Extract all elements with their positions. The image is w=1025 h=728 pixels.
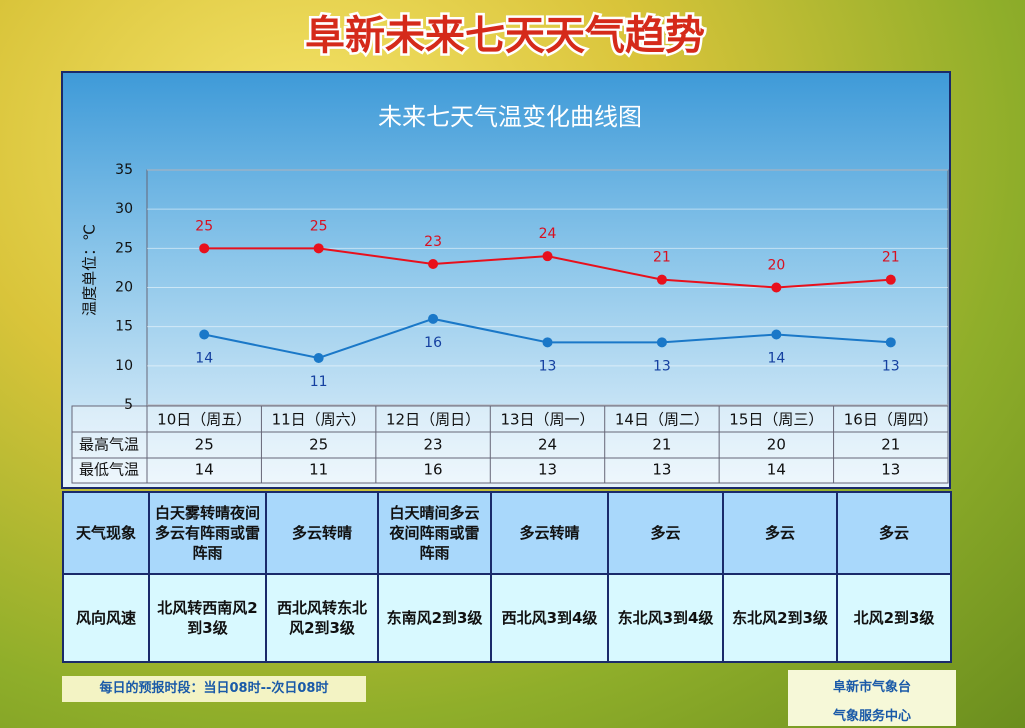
table-row: 天气现象 白天雾转晴夜间多云有阵雨或雷阵雨 多云转晴 白天晴间多云夜间阵雨或雷阵雨 多云… <box>62 491 952 575</box>
row-header: 天气现象 <box>62 491 150 575</box>
point <box>199 329 210 340</box>
x-tick-label: 13日（周一） <box>500 411 594 429</box>
x-tick-label: 10日（周五） <box>157 411 251 429</box>
y-tick-label: 20 <box>115 280 133 296</box>
table-value: 14 <box>195 461 214 479</box>
table-cell: 多云转晴 <box>265 491 379 575</box>
point <box>542 251 553 262</box>
point <box>199 243 210 254</box>
chart-title: 未来七天气温变化曲线图 <box>378 103 642 131</box>
data-label: 21 <box>882 250 900 266</box>
y-tick-label: 10 <box>115 358 133 374</box>
table-value: 21 <box>652 436 671 454</box>
table-cell: 多云 <box>722 491 838 575</box>
table-value: 20 <box>767 436 786 454</box>
org-name: 阜新市气象台 <box>832 680 911 695</box>
x-tick-label: 14日（周二） <box>615 411 709 429</box>
data-label: 25 <box>310 218 328 234</box>
table-cell: 北风2到3级 <box>836 573 952 663</box>
legend-label: 最高气温 <box>79 436 139 454</box>
y-axis-label: 温度单位：℃ <box>81 224 99 316</box>
x-tick-label: 15日（周三） <box>729 411 823 429</box>
table-value: 25 <box>195 436 214 454</box>
table-cell: 多云 <box>607 491 724 575</box>
data-label: 11 <box>310 374 328 390</box>
point <box>542 337 553 348</box>
data-label: 14 <box>195 351 213 367</box>
table-cell: 西北风转东北风2到3级 <box>265 573 379 663</box>
point <box>771 329 782 340</box>
point <box>428 259 439 269</box>
table-value: 24 <box>538 436 557 454</box>
y-tick-label: 30 <box>115 201 133 217</box>
point <box>656 274 667 285</box>
weather-table: 天气现象 白天雾转晴夜间多云有阵雨或雷阵雨 多云转晴 白天晴间多云夜间阵雨或雷阵雨 多云… <box>62 491 952 663</box>
legend-label: 最低气温 <box>79 461 139 479</box>
point <box>428 313 439 324</box>
data-label: 25 <box>195 218 213 234</box>
data-label: 16 <box>424 335 442 351</box>
x-tick-label: 11日（周六） <box>272 411 366 429</box>
period-note: 每日的预报时段：当日08时--次日08时 <box>62 676 366 702</box>
table-value: 14 <box>767 461 786 479</box>
table-row: 风向风速 北风转西南风2到3级 西北风转东北风2到3级 东南风2到3级 西北风3到4级东… <box>62 573 952 663</box>
table-value: 13 <box>538 461 557 479</box>
x-tick-label: 16日（周四） <box>844 411 938 429</box>
table-cell: 东北风3到4级 <box>607 573 724 663</box>
data-label: 23 <box>424 234 442 250</box>
x-tick-label: 12日（周日） <box>386 411 480 429</box>
point <box>771 282 782 293</box>
table-cell: 白天雾转晴夜间多云有阵雨或雷阵雨 <box>148 491 267 575</box>
table-value: 13 <box>881 461 900 479</box>
point <box>313 353 324 363</box>
data-label: 24 <box>539 226 557 242</box>
data-table <box>71 405 949 484</box>
point <box>313 243 324 254</box>
data-label: 13 <box>882 358 900 374</box>
point <box>885 337 896 348</box>
data-label: 14 <box>767 351 785 367</box>
data-label: 20 <box>767 258 785 274</box>
table-cell: 北风转西南风2到3级 <box>148 573 267 663</box>
table-cell: 东南风2到3级 <box>377 573 492 663</box>
table-cell: 东北风2到3级 <box>722 573 838 663</box>
row-header: 风向风速 <box>62 573 150 663</box>
org-name: 气象服务中心 <box>832 709 911 724</box>
table-value: 23 <box>424 436 443 454</box>
y-tick-label: 35 <box>115 162 133 178</box>
point <box>656 337 667 348</box>
point <box>885 274 896 285</box>
table-value: 16 <box>424 461 443 479</box>
y-tick-label: 15 <box>115 319 133 335</box>
table-cell: 白天晴间多云夜间阵雨或雷阵雨 <box>377 491 492 575</box>
table-value: 25 <box>309 436 328 454</box>
table-cell: 多云 <box>836 491 952 575</box>
table-value: 11 <box>309 461 328 479</box>
y-tick-label: 25 <box>115 240 133 256</box>
page-title: 阜新未来七天天气趋势 <box>305 13 705 59</box>
table-cell: 多云转晴 <box>490 491 609 575</box>
table-cell: 西北风3到4级 <box>490 573 609 663</box>
data-label: 21 <box>653 250 671 266</box>
data-label: 13 <box>653 358 671 374</box>
y-tick-label: 5 <box>124 397 133 413</box>
org-box: 阜新市气象台 气象服务中心 <box>788 670 956 726</box>
table-value: 21 <box>881 436 900 454</box>
chart-panel <box>61 71 951 489</box>
data-label: 13 <box>539 358 557 374</box>
table-value: 13 <box>652 461 671 479</box>
